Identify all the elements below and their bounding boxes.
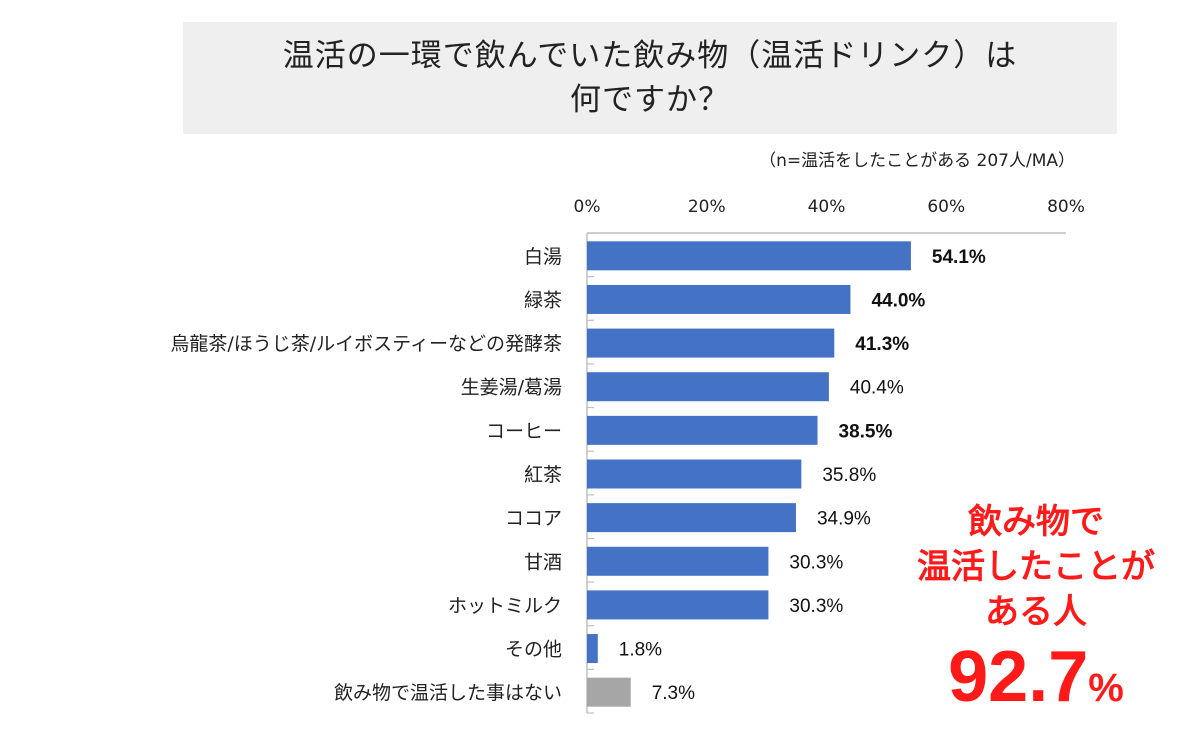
value-label: 40.4% bbox=[850, 378, 904, 399]
value-label: 35.8% bbox=[822, 465, 876, 486]
category-label: ホットミルク bbox=[448, 595, 562, 617]
category-label: 紅茶 bbox=[524, 464, 562, 486]
category-label: 甘酒 bbox=[524, 551, 562, 573]
value-label: 30.3% bbox=[789, 596, 843, 617]
bar bbox=[587, 459, 802, 489]
category-label: コーヒー bbox=[486, 420, 562, 442]
category-label: 白湯 bbox=[524, 246, 562, 268]
bar bbox=[587, 677, 631, 707]
bar bbox=[587, 241, 911, 271]
bar bbox=[587, 284, 851, 314]
value-label: 38.5% bbox=[839, 421, 893, 442]
bar bbox=[587, 503, 796, 533]
category-label: 烏龍茶/ほうじ茶/ルイボスティーなどの発酵茶 bbox=[170, 333, 562, 355]
value-label: 7.3% bbox=[652, 683, 695, 704]
category-label: 緑茶 bbox=[524, 289, 562, 311]
value-label: 41.3% bbox=[855, 334, 909, 355]
value-label: 30.3% bbox=[789, 552, 843, 573]
bar bbox=[587, 415, 818, 445]
title-box: 温活の一環で飲んでいた飲み物（温活ドリンク）は 何ですか？ bbox=[183, 22, 1117, 134]
bar bbox=[587, 328, 835, 358]
category-label: 生姜湯/葛湯 bbox=[461, 377, 562, 399]
callout-value: 92.7 bbox=[948, 637, 1089, 717]
bar bbox=[587, 634, 598, 664]
x-tick-label: 40% bbox=[808, 197, 846, 217]
value-label: 34.9% bbox=[817, 509, 871, 530]
callout-text: 飲み物で 温活したことが ある人 bbox=[917, 502, 1155, 632]
x-tick-label: 80% bbox=[1047, 197, 1085, 217]
value-label: 44.0% bbox=[871, 290, 925, 311]
bar bbox=[587, 590, 769, 620]
x-tick-label: 0% bbox=[574, 197, 601, 217]
bar bbox=[587, 372, 829, 402]
bar bbox=[587, 546, 769, 576]
category-label: ココア bbox=[505, 508, 562, 530]
category-label: その他 bbox=[505, 639, 562, 661]
summary-callout: 飲み物で 温活したことが ある人 92.7% bbox=[895, 500, 1177, 719]
category-label: 飲み物で温活した事はない bbox=[334, 682, 562, 704]
x-tick-label: 20% bbox=[688, 197, 726, 217]
value-label: 1.8% bbox=[619, 640, 662, 661]
x-tick-label: 60% bbox=[927, 197, 965, 217]
value-label: 54.1% bbox=[932, 247, 986, 268]
chart-title: 温活の一環で飲んでいた飲み物（温活ドリンク）は 何ですか？ bbox=[282, 38, 1018, 118]
sample-note: （n=温活をしたことがある 207人/MA） bbox=[759, 151, 1075, 171]
callout-unit: % bbox=[1088, 666, 1124, 710]
